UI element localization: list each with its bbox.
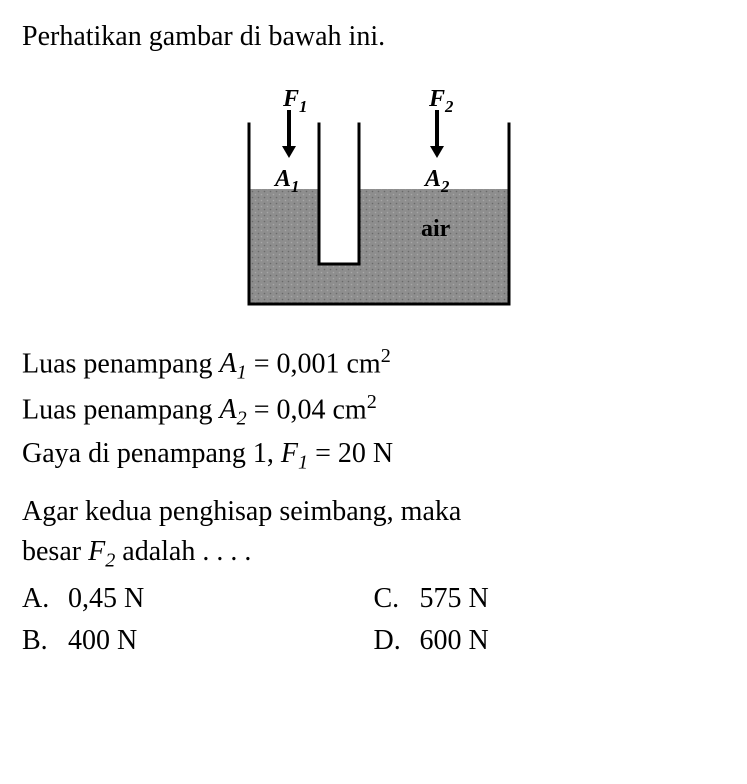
option-B-label: B. (22, 620, 68, 662)
option-A[interactable]: A.0,45 N (22, 578, 374, 620)
prompt-line2: besar F2 adalah . . . . (22, 532, 725, 576)
option-B[interactable]: B.400 N (22, 620, 374, 662)
prompt-line1: Agar kedua penghisap seimbang, maka (22, 492, 725, 533)
svg-text:A2: A2 (423, 166, 449, 196)
svg-text:A1: A1 (273, 166, 299, 196)
option-A-text: 0,45 N (68, 583, 144, 614)
options-grid: A.0,45 N C.575 N B.400 N D.600 N (22, 578, 725, 662)
given-F1-sym: F1 (281, 438, 308, 469)
svg-text:air: air (421, 216, 451, 242)
svg-text:F2: F2 (428, 86, 453, 116)
given-A2-prefix: Luas penampang (22, 394, 220, 425)
question-intro: Perhatikan gambar di bawah ini. (22, 18, 725, 56)
given-A1-sym: A1 (220, 348, 247, 379)
given-A1-eq: = 0,001 cm (247, 348, 381, 379)
given-F1: Gaya di penampang 1, F1 = 20 N (22, 434, 725, 478)
given-A2-eq: = 0,04 cm (247, 394, 367, 425)
given-A2-sup: 2 (367, 391, 377, 413)
prompt-line2-pre: besar (22, 536, 88, 567)
given-A1: Luas penampang A1 = 0,001 cm2 (22, 342, 725, 388)
option-A-label: A. (22, 578, 68, 620)
given-F1-eq: = 20 N (308, 438, 393, 469)
given-A1-sup: 2 (381, 345, 391, 367)
option-C-label: C. (374, 578, 420, 620)
hydraulic-diagram: F1 F2 A1 A2 air (209, 64, 539, 324)
svg-text:F1: F1 (282, 86, 307, 116)
given-A2: Luas penampang A2 = 0,04 cm2 (22, 388, 725, 434)
option-C-text: 575 N (420, 583, 489, 614)
option-B-text: 400 N (68, 625, 137, 656)
question-prompt: Agar kedua penghisap seimbang, maka besa… (22, 492, 725, 576)
prompt-line2-post: adalah . . . . (115, 536, 251, 567)
option-C[interactable]: C.575 N (374, 578, 726, 620)
given-A1-prefix: Luas penampang (22, 348, 220, 379)
given-F1-prefix: Gaya di penampang 1, (22, 438, 281, 469)
prompt-sym: F2 (88, 536, 115, 567)
option-D[interactable]: D.600 N (374, 620, 726, 662)
option-D-text: 600 N (420, 625, 489, 656)
diagram-container: F1 F2 A1 A2 air (22, 64, 725, 324)
option-D-label: D. (374, 620, 420, 662)
given-A2-sym: A2 (220, 394, 247, 425)
